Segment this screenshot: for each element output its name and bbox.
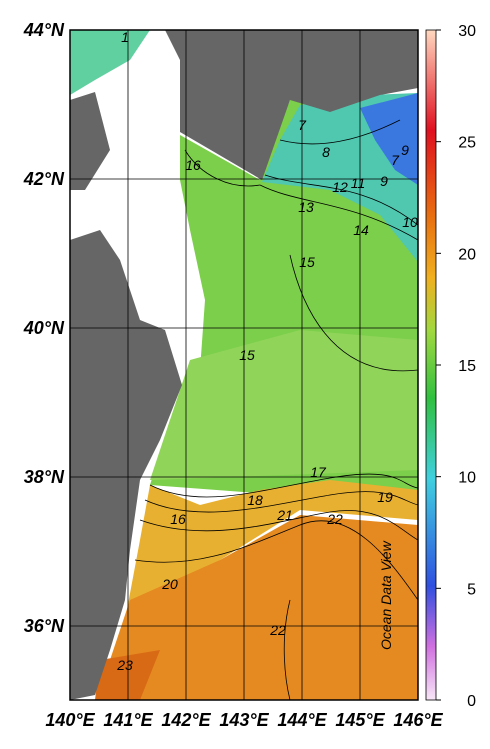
contour-label: 21	[276, 507, 293, 523]
lat-label: 44°N	[23, 20, 65, 40]
credit: Ocean Data View	[378, 540, 394, 650]
lon-label: 141°E	[103, 710, 153, 730]
contour-label: 22	[326, 511, 343, 527]
lat-label: 36°N	[24, 616, 65, 636]
ocean-midgreen	[150, 330, 418, 480]
colorbar-label: 10	[458, 470, 476, 487]
ocean-blue	[360, 93, 418, 185]
contour-line	[134, 520, 418, 601]
contour-label: 7	[391, 152, 400, 168]
contour-label: 7	[298, 117, 307, 133]
contour-label: 9	[401, 142, 409, 158]
colorbar-label: 25	[458, 135, 476, 152]
contour-line	[289, 254, 418, 372]
colorbar-label: 30	[458, 23, 476, 40]
lat-label: 42°N	[23, 169, 65, 189]
lon-label: 145°E	[335, 710, 385, 730]
ocean-cyan-nw	[70, 30, 150, 95]
contour-line	[139, 510, 418, 541]
contour-label: 13	[298, 199, 314, 215]
graticule	[70, 30, 418, 700]
lon-label: 143°E	[219, 710, 269, 730]
contour-label: 17	[310, 464, 327, 480]
contour-label: 14	[353, 222, 369, 238]
ocean-orange	[95, 515, 418, 700]
colorbar-label: 20	[458, 246, 476, 263]
land-honshu	[70, 230, 182, 700]
lon-label: 144°E	[277, 710, 327, 730]
contour-line	[279, 119, 401, 145]
lat-label: 38°N	[24, 467, 65, 487]
contour-label: 19	[377, 489, 393, 505]
contour-label: 1	[121, 29, 129, 45]
lon-label: 140°E	[45, 710, 95, 730]
lon-label: 142°E	[161, 710, 211, 730]
land-hokkaido	[165, 30, 418, 180]
contour-label: 10	[402, 214, 418, 230]
lon-label: 146°E	[393, 710, 443, 730]
contour-label: 9	[380, 173, 388, 189]
colorbar-label: 0	[467, 693, 476, 710]
contour-label: 16	[185, 157, 201, 173]
contour-label: 23	[116, 657, 133, 673]
contour-label: 15	[239, 347, 255, 363]
contour-label: 8	[322, 144, 330, 160]
ocean-yellow	[125, 480, 418, 620]
contour-line	[259, 184, 418, 241]
ocean-deep-orange	[95, 650, 160, 700]
colorbar-label: 15	[458, 358, 476, 375]
contour-label: 12	[332, 179, 348, 195]
land-oshima	[70, 92, 110, 190]
plot-frame	[69, 29, 419, 701]
contour-line	[283, 599, 291, 700]
contour-label: 11	[351, 175, 366, 191]
lat-label: 40°N	[23, 318, 65, 338]
colorbar	[425, 29, 437, 701]
contour-line	[149, 473, 418, 498]
contour-line	[144, 491, 418, 513]
contour-label: 16	[170, 511, 186, 527]
contour-label: 18	[247, 492, 263, 508]
contour-label: 22	[269, 622, 286, 638]
contour-label: 15	[299, 254, 315, 270]
contour-label: 20	[161, 576, 178, 592]
colorbar-label: 5	[467, 581, 476, 598]
